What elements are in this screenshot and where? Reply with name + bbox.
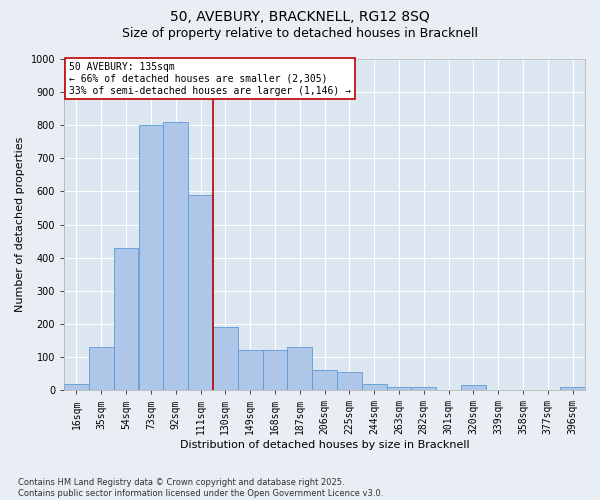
Bar (113, 248, 139, 390)
Bar (263, 350, 287, 390)
Bar (337, 372, 362, 390)
Bar (560, 387, 585, 390)
Bar (188, 195, 213, 390)
Bar (139, 125, 163, 390)
Bar (461, 385, 486, 390)
Bar (64, 384, 89, 390)
Bar (386, 387, 412, 390)
Bar (287, 347, 312, 390)
Y-axis label: Number of detached properties: Number of detached properties (15, 137, 25, 312)
Bar (213, 327, 238, 390)
Text: 50, AVEBURY, BRACKNELL, RG12 8SQ: 50, AVEBURY, BRACKNELL, RG12 8SQ (170, 10, 430, 24)
Bar (362, 384, 386, 390)
Text: Size of property relative to detached houses in Bracknell: Size of property relative to detached ho… (122, 28, 478, 40)
Bar (89, 347, 113, 390)
Bar (312, 370, 337, 390)
Bar (412, 387, 436, 390)
Bar (163, 122, 188, 390)
Text: Contains HM Land Registry data © Crown copyright and database right 2025.
Contai: Contains HM Land Registry data © Crown c… (18, 478, 383, 498)
Bar (238, 350, 263, 390)
X-axis label: Distribution of detached houses by size in Bracknell: Distribution of detached houses by size … (180, 440, 469, 450)
Text: 50 AVEBURY: 135sqm
← 66% of detached houses are smaller (2,305)
33% of semi-deta: 50 AVEBURY: 135sqm ← 66% of detached hou… (69, 62, 351, 96)
